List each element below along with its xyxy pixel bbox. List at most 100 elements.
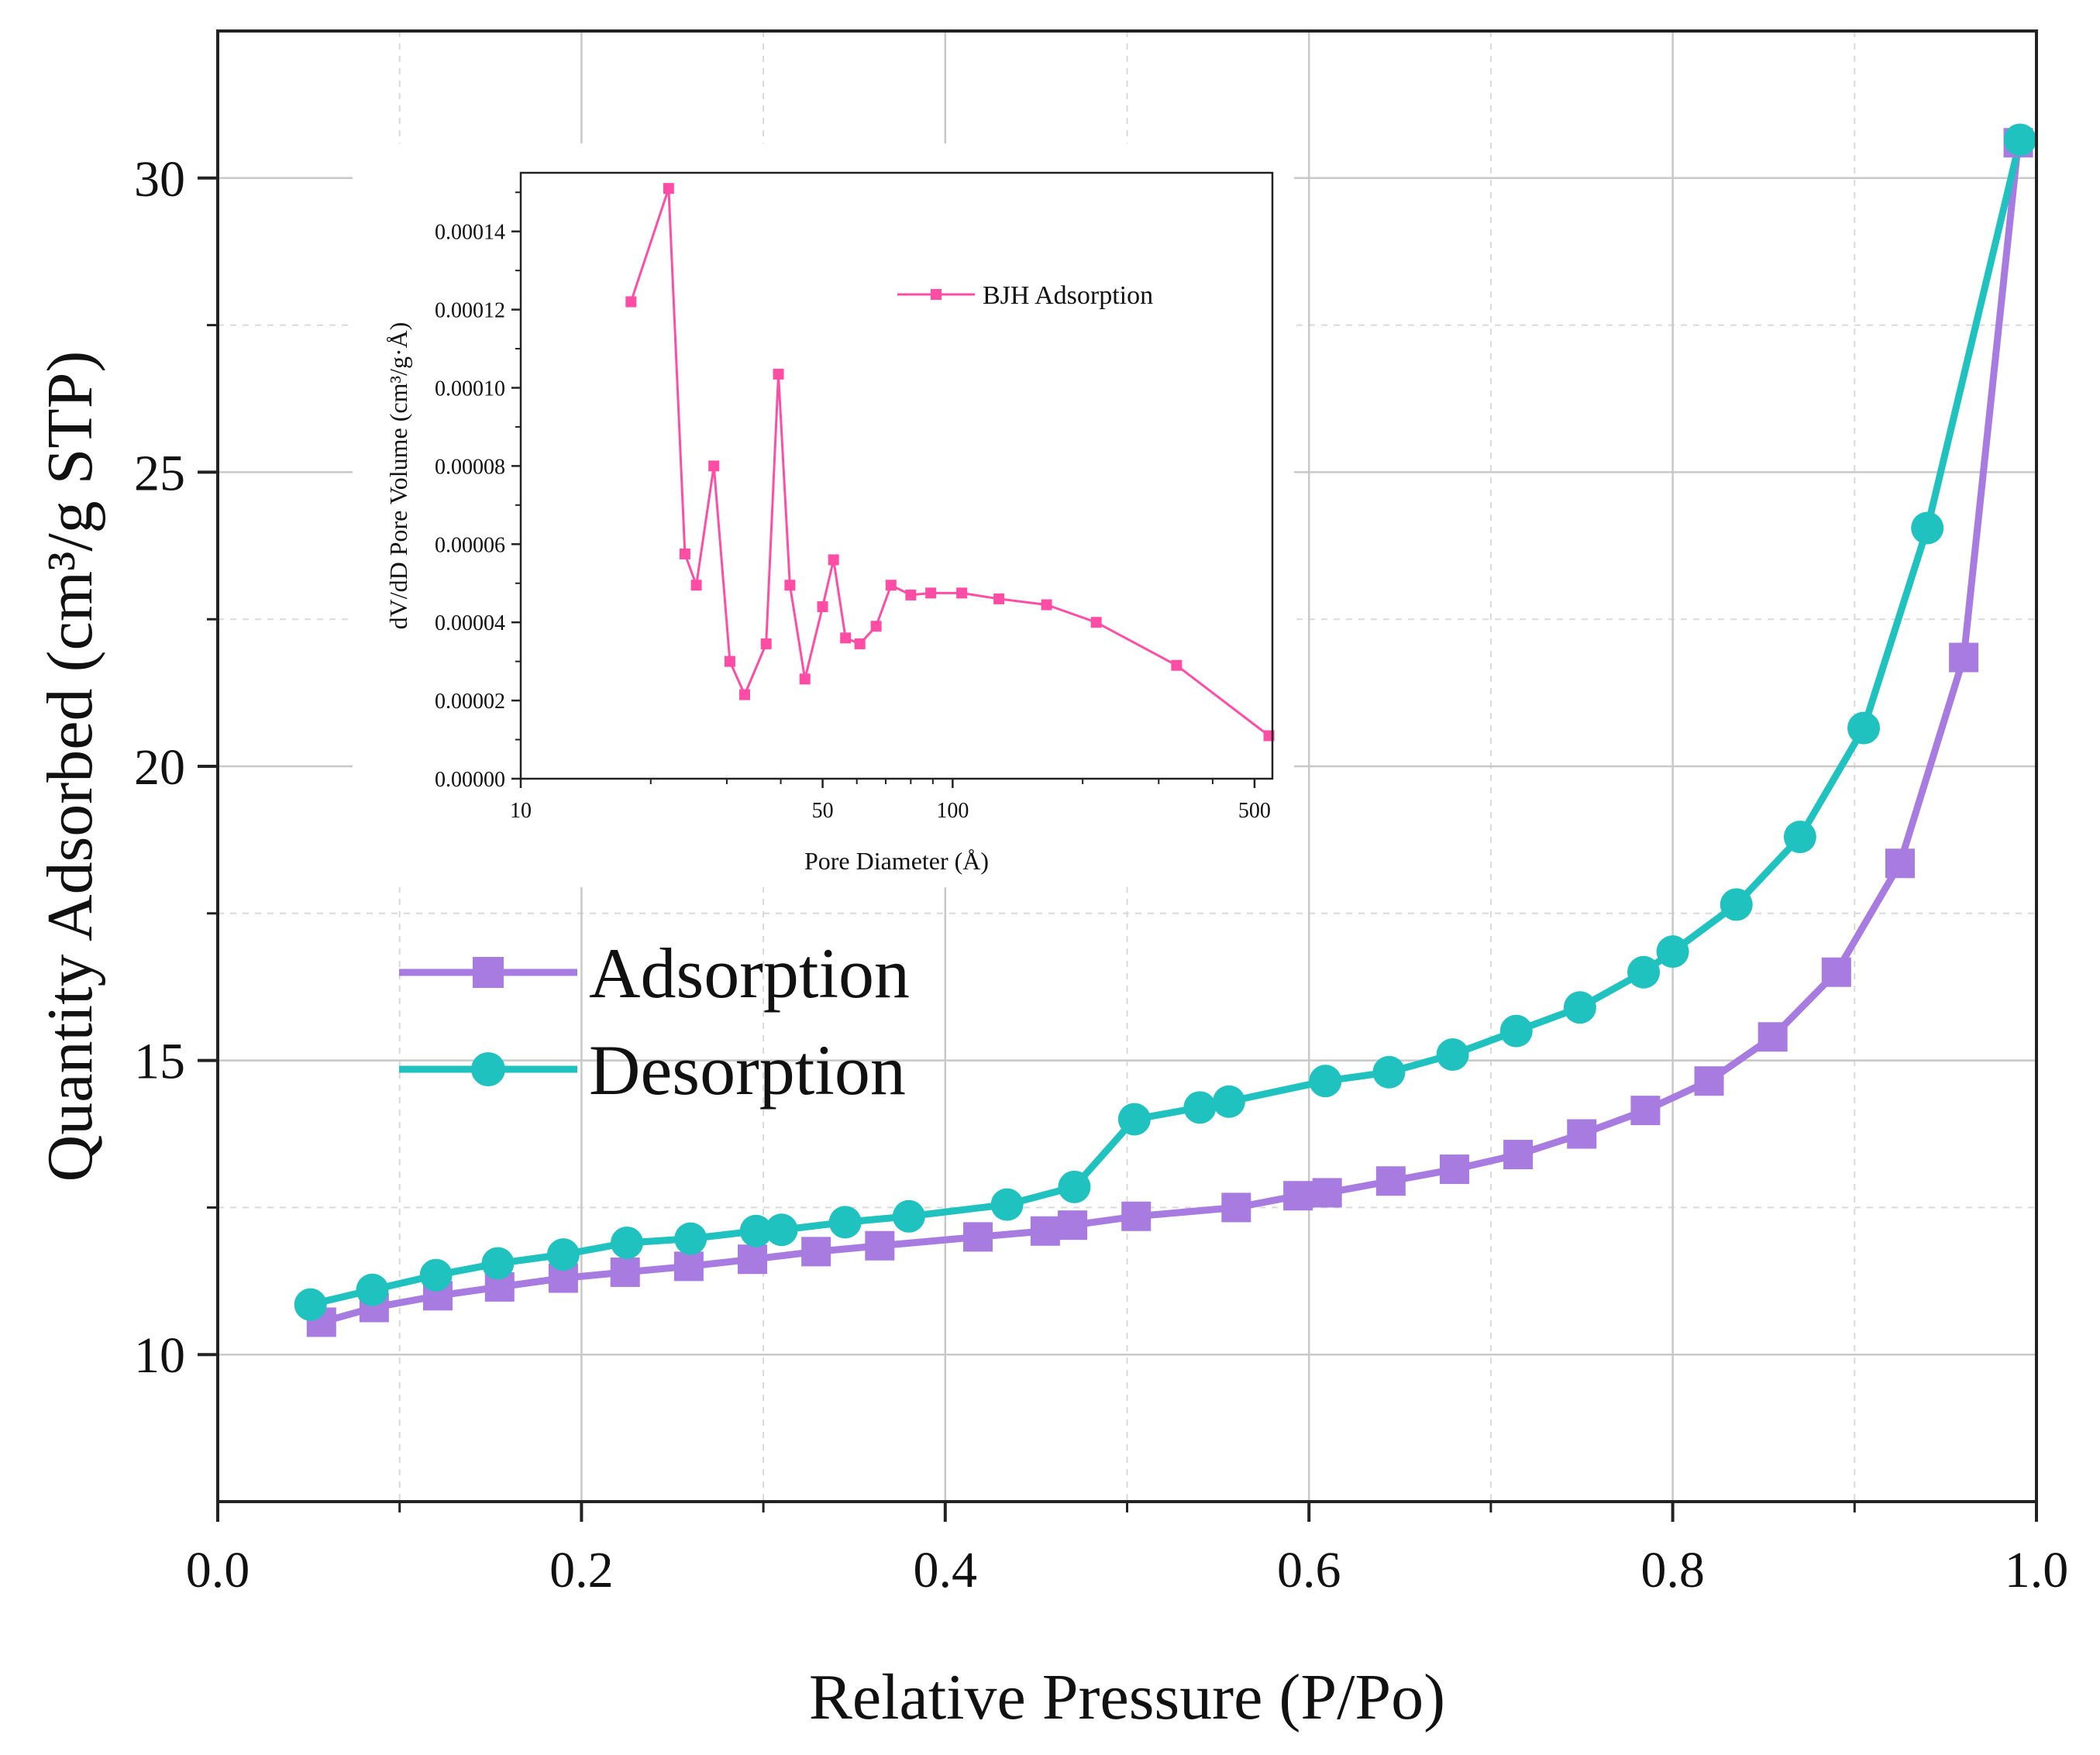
main-ticks: 0.0 0.2 0.4 0.6 0.8 1.0 10 15 20 25 30 [134,151,2068,1598]
bjh-point [817,601,828,613]
adsorption-point [865,1230,895,1261]
desorption-point [1183,1091,1217,1124]
adsorption-point [673,1251,704,1282]
main-x-tick-label: 0.2 [549,1542,614,1598]
bjh-point [925,587,937,599]
adsorption-point [1058,1210,1088,1241]
desorption-point [1720,888,1753,921]
inset-y-tick-label: 0.00008 [435,455,505,479]
inset-background [353,143,1294,887]
inset-y-tick-label: 0.00014 [435,221,505,245]
desorption-point [1058,1170,1091,1203]
inset-legend: BJH Adsorption [897,281,1153,310]
bjh-point [1090,617,1102,628]
inset-y-tick-label: 0.00000 [435,768,505,792]
desorption-point [1309,1065,1342,1098]
bjh-point [799,673,811,685]
adsorption-point [1757,1022,1788,1052]
inset-x-tick-label: 50 [812,799,834,823]
bjh-point [738,689,750,700]
bjh-point [885,580,897,591]
bjh-point [760,638,772,649]
bjh-point [773,368,784,380]
adsorption-point [1949,642,1979,673]
main-x-tick-label: 1.0 [2005,1542,2069,1598]
desorption-point [1847,711,1881,745]
adsorption-point [1694,1066,1724,1096]
adsorption-point [801,1237,831,1267]
legend-marker-circle [471,1052,505,1086]
inset-plot: 10 50 100 500 0.00000 0.00002 0.00004 0.00006 0.… [353,143,1294,887]
adsorption-point [1821,957,1851,987]
inset-y-tick-label: 0.00006 [435,533,505,557]
adsorption-point [738,1244,768,1275]
main-x-tick-label: 0.4 [914,1542,978,1598]
inset-legend-label: BJH Adsorption [983,281,1153,310]
desorption-point [611,1226,644,1259]
legend-marker-square [473,957,504,988]
main-x-tick-label: 0.8 [1640,1542,1705,1598]
desorption-point [1627,955,1661,989]
main-y-tick-label: 30 [134,151,185,208]
bjh-point [870,621,882,632]
adsorption-point [963,1222,993,1252]
legend-desorption-marker [471,1052,505,1086]
inset-x-axis-label: Pore Diameter (Å) [804,847,989,875]
inset-x-tick-label: 500 [1238,799,1271,823]
adsorption-point [1567,1119,1597,1149]
bjh-point [828,554,839,566]
main-y-tick-label: 15 [134,1034,185,1090]
legend-adsorption-label: Adsorption [589,934,910,1013]
adsorption-point [1630,1096,1661,1126]
main-x-axis-label: Relative Pressure (P/Po) [809,1661,1445,1733]
main-y-axis-label: Quantity Adsorbed (cm³/g STP) [34,351,106,1182]
inset-x-tick-label: 100 [936,799,969,823]
inset-legend-marker [931,289,942,300]
inset-y-axis-label: dV/dD Pore Volume (cm³/g·Å) [384,322,412,630]
main-y-tick-label: 10 [134,1327,185,1384]
desorption-point [356,1273,389,1306]
main-legend: Adsorption Desorption [399,934,910,1110]
desorption-point [546,1238,580,1272]
desorption-point [1656,935,1689,969]
bjh-point [690,580,702,591]
main-series-line-adsorption [320,142,2023,1326]
main-x-tick-label: 0.0 [186,1542,250,1598]
desorption-point [674,1222,707,1255]
bjh-point [663,183,674,194]
desorption-point [294,1288,327,1321]
desorption-point [1212,1085,1245,1118]
main-series-group [294,123,2036,1337]
desorption-point [828,1206,862,1239]
desorption-point [1499,1014,1533,1048]
inset-ticks: 10 50 100 500 0.00000 0.00002 0.00004 0.00006 0.… [435,191,1271,823]
inset-series-group [625,183,1275,742]
legend-desorption-label: Desorption [589,1031,906,1110]
bjh-point [854,638,866,649]
inset-x-tick-label: 10 [510,799,532,823]
adsorption-point [610,1257,640,1287]
adsorption-point [1439,1155,1469,1185]
bjh-point [679,548,690,559]
bjh-point [708,460,720,472]
inset-y-tick-label: 0.00004 [435,611,505,635]
adsorption-point [1221,1192,1251,1223]
bjh-point [625,296,637,308]
adsorption-point [1283,1181,1313,1211]
main-x-tick-label: 0.6 [1277,1542,1341,1598]
bjh-point [724,656,735,667]
inset-y-tick-label: 0.00012 [435,299,505,323]
adsorption-point [1375,1166,1406,1196]
main-series-line-desorption [309,139,2024,1309]
desorption-point [990,1188,1024,1221]
desorption-point [419,1258,453,1292]
desorption-point [1436,1038,1469,1072]
main-y-tick-label: 20 [134,739,185,796]
bjh-point [993,593,1005,604]
main-y-tick-label: 25 [134,445,185,501]
adsorption-point [1312,1178,1342,1208]
desorption-point [1372,1055,1406,1089]
bjh-point [956,587,968,599]
desorption-point [765,1213,798,1247]
